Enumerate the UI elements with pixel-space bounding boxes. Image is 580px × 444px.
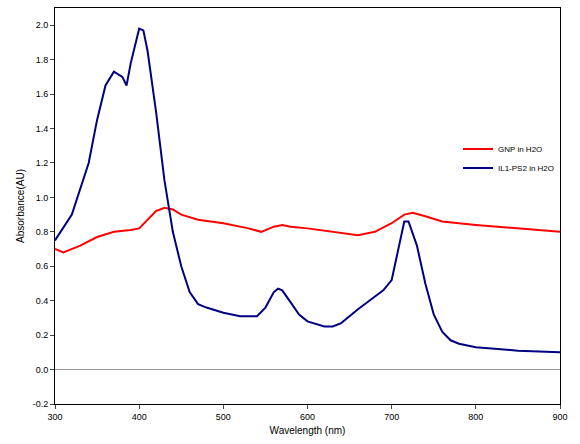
svg-text:2.0: 2.0 (36, 20, 49, 30)
svg-text:1.2: 1.2 (36, 158, 49, 168)
svg-text:1.4: 1.4 (36, 124, 49, 134)
svg-text:GNP in H2O: GNP in H2O (498, 145, 542, 154)
svg-text:Absorbance(AU): Absorbance(AU) (15, 169, 26, 243)
svg-text:0.0: 0.0 (36, 365, 49, 375)
svg-text:700: 700 (384, 412, 399, 422)
svg-text:1.6: 1.6 (36, 89, 49, 99)
svg-text:IL1-PS2 in H2O: IL1-PS2 in H2O (498, 164, 554, 173)
svg-text:0.4: 0.4 (36, 296, 49, 306)
svg-text:1.0: 1.0 (36, 193, 49, 203)
svg-text:1.8: 1.8 (36, 55, 49, 65)
svg-text:0.2: 0.2 (36, 330, 49, 340)
svg-text:400: 400 (132, 412, 147, 422)
svg-text:0.8: 0.8 (36, 227, 49, 237)
svg-text:300: 300 (47, 412, 62, 422)
svg-text:800: 800 (468, 412, 483, 422)
svg-text:900: 900 (552, 412, 567, 422)
svg-text:600: 600 (300, 412, 315, 422)
svg-text:0.6: 0.6 (36, 261, 49, 271)
svg-text:500: 500 (216, 412, 231, 422)
svg-text:-0.2: -0.2 (33, 399, 49, 409)
svg-text:Wavelength (nm): Wavelength (nm) (270, 425, 346, 436)
